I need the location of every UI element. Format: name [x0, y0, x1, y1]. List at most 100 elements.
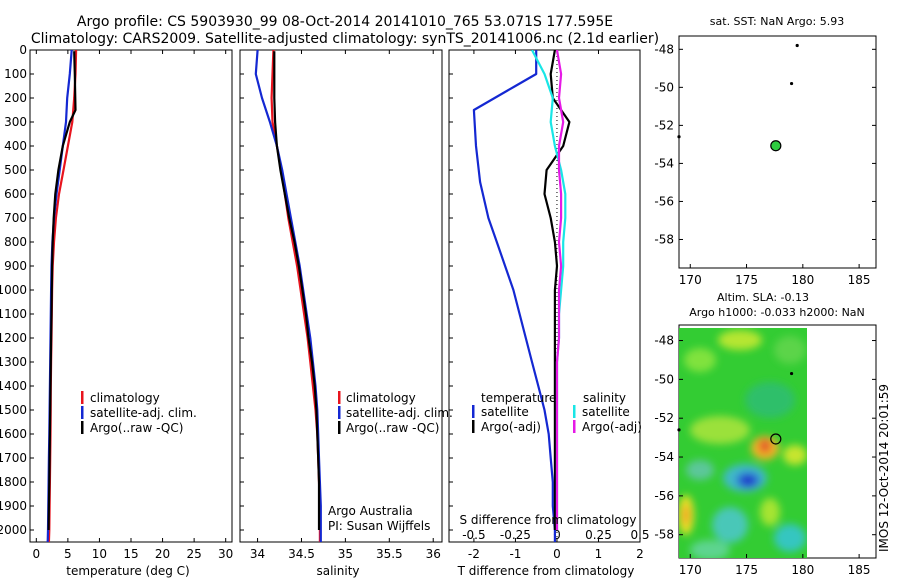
- s-tick-label: 0.5: [630, 528, 649, 542]
- depth-tick-label: 600: [4, 187, 27, 201]
- map-y-tick-label: -54: [654, 450, 674, 464]
- map-x-tick-label: 185: [848, 273, 871, 287]
- legend-group-salinity: salinity: [583, 391, 626, 405]
- difference-xlabel-top: S difference from climatology: [460, 513, 637, 527]
- x-tick-label: 35: [338, 547, 353, 561]
- sst-map-panel: [678, 35, 877, 269]
- depth-tick-label: 200: [4, 91, 27, 105]
- x-tick-label: 36: [426, 547, 441, 561]
- legend-label-satellite: satellite-adj. clim.: [346, 406, 453, 420]
- depth-tick-label: 300: [4, 115, 27, 129]
- depth-tick-label: 1700: [0, 451, 27, 465]
- profile-dot: [795, 43, 799, 48]
- depth-tick-label: 800: [4, 235, 27, 249]
- temperature-x-ticks: 0 5 10 15 20 25 30: [32, 50, 233, 561]
- legend-label-sal-satellite: satellite: [582, 405, 630, 419]
- sla-map-ticks: 170 175 180 185 -48 -50 -52 -54 -56 -58: [654, 334, 876, 577]
- legend-label-argo: Argo(..raw -QC): [90, 421, 183, 435]
- depth-tick-label: 100: [4, 67, 27, 81]
- series-line-climatology: [47, 50, 78, 542]
- depth-tick-label: 900: [4, 259, 27, 273]
- legend-swatch-sal-argo: [573, 420, 576, 433]
- sla-map-title-line1: Altim. SLA: -0.13: [717, 291, 809, 304]
- x-tick-label: 2: [636, 547, 644, 561]
- legend-swatch-argo: [81, 421, 84, 434]
- map-y-tick-label: -52: [654, 118, 674, 132]
- profile-dot: [789, 81, 794, 86]
- salinity-x-ticks: 34 34.5 35 35.5 36: [250, 50, 441, 561]
- legend-label-sal-argo: Argo(-adj): [582, 420, 642, 434]
- float-location-marker: [770, 433, 782, 445]
- series-line-argo: [273, 51, 321, 530]
- depth-tick-label: 1000: [0, 283, 27, 297]
- series-line-argo: [47, 51, 77, 531]
- x-tick-label: 5: [64, 547, 72, 561]
- sla-heatmap: [679, 328, 807, 558]
- figure-title-line1: Argo profile: CS 5903930_99 08-Oct-2014 …: [77, 14, 613, 30]
- map-y-tick-label: -48: [654, 42, 674, 56]
- depth-tick-label: 400: [4, 139, 27, 153]
- x-tick-label: 10: [92, 547, 107, 561]
- legend-swatch-satellite: [81, 406, 84, 419]
- sst-map-ticks: 170 175 180 185 -48 -50 -52 -54 -56 -58: [654, 42, 876, 287]
- depth-tick-label: 1200: [0, 331, 27, 345]
- legend-swatch-climatology: [338, 391, 341, 404]
- profile-dot: [789, 371, 794, 376]
- depth-tick-label: 0: [19, 43, 27, 57]
- map-x-tick-label: 170: [679, 273, 702, 287]
- salinity-legend: climatology satellite-adj. clim. Argo(..…: [338, 391, 453, 435]
- map-y-tick-label: -50: [654, 372, 674, 386]
- temperature-legend: climatology satellite-adj. clim. Argo(..…: [81, 391, 197, 435]
- legend-swatch-temp-argo: [472, 420, 475, 433]
- difference-legend: temperature salinity satellite Argo(-adj…: [472, 391, 642, 434]
- legend-swatch-temp-satellite: [472, 405, 475, 418]
- series-line-satellite: [472, 50, 557, 542]
- x-tick-label: 1: [595, 547, 603, 561]
- temperature-panel: [29, 49, 233, 543]
- legend-swatch-climatology: [81, 391, 84, 404]
- series-line-satellite: [254, 50, 322, 542]
- difference-xlabel: T difference from climatology: [457, 564, 635, 578]
- map-x-tick-label: 180: [791, 273, 814, 287]
- depth-tick-label: 1400: [0, 379, 27, 393]
- x-tick-label: 0: [32, 547, 40, 561]
- series-line-argo_salinity: [555, 50, 565, 530]
- series-line-argo: [543, 50, 571, 530]
- legend-swatch-sal-satellite: [573, 405, 576, 418]
- depth-axis: 0 100 200 300 400 500 600 700 800 900 1000 1100 1200…: [0, 43, 453, 537]
- legend-label-temp-satellite: satellite: [481, 405, 529, 419]
- map-y-tick-label: -56: [654, 194, 674, 208]
- map-y-tick-label: -58: [654, 232, 674, 246]
- sla-map-points: [677, 371, 794, 445]
- salinity-panel: [239, 49, 443, 543]
- depth-tick-label: 1100: [0, 307, 27, 321]
- depth-tick-label: 1600: [0, 427, 27, 441]
- legend-group-temperature: temperature: [481, 391, 556, 405]
- map-y-tick-label: -58: [654, 528, 674, 542]
- float-location-marker: [770, 140, 782, 152]
- map-x-tick-label: 175: [735, 563, 758, 577]
- depth-tick-label: 500: [4, 163, 27, 177]
- salinity-series: [254, 50, 322, 542]
- temperature-xlabel: temperature (deg C): [66, 564, 189, 578]
- s-tick-label: -0.5: [462, 528, 485, 542]
- sla-map-title-line2: Argo h1000: -0.033 h2000: NaN: [689, 306, 865, 319]
- map-x-tick-label: 185: [848, 563, 871, 577]
- s-tick-label: 0.25: [585, 528, 612, 542]
- x-tick-label: 20: [155, 547, 170, 561]
- sst-map-title: sat. SST: NaN Argo: 5.93: [710, 15, 844, 28]
- series-line-climatology: [270, 50, 321, 542]
- legend-label-satellite: satellite-adj. clim.: [90, 406, 197, 420]
- legend-label-argo: Argo(..raw -QC): [346, 421, 439, 435]
- legend-swatch-argo: [338, 421, 341, 434]
- x-tick-label: -2: [468, 547, 480, 561]
- legend-label-climatology: climatology: [346, 391, 416, 405]
- difference-panel: [448, 49, 641, 543]
- x-tick-label: 30: [218, 547, 233, 561]
- salinity-annotation-line1: Argo Australia: [328, 504, 413, 518]
- profile-dot: [677, 135, 681, 139]
- map-y-tick-label: -52: [654, 411, 674, 425]
- map-y-tick-label: -50: [654, 80, 674, 94]
- map-y-tick-label: -54: [654, 156, 674, 170]
